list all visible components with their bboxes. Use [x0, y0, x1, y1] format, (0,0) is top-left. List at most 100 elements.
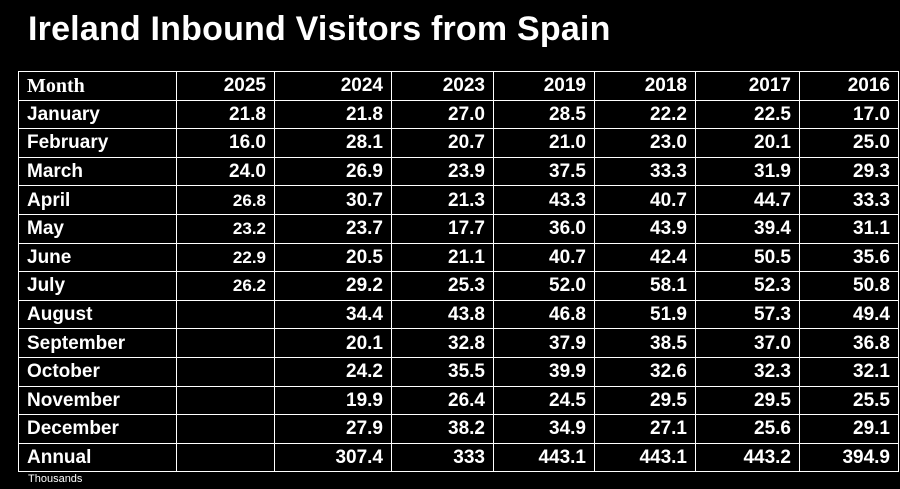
- table-cell: 58.1: [594, 271, 696, 301]
- row-label: September: [18, 328, 177, 358]
- row-label: November: [18, 385, 177, 416]
- table-cell: 394.9: [799, 442, 899, 473]
- table-cell: 333: [391, 442, 494, 473]
- table-cell: 35.5: [391, 356, 494, 387]
- table-cell: 16.0: [176, 128, 275, 158]
- table-cell: 27.9: [274, 414, 392, 444]
- table-cell: 37.5: [493, 156, 595, 187]
- table-cell: 443.1: [594, 442, 696, 473]
- table-row: March 24.0 26.9 23.9 37.5 33.3 31.9 29.3: [18, 156, 899, 187]
- table-cell: 32.6: [594, 356, 696, 387]
- row-label: July: [18, 271, 177, 301]
- table-cell: 23.7: [274, 213, 392, 244]
- table-cell: 34.4: [274, 299, 392, 330]
- column-header-year: 2024: [274, 71, 392, 101]
- column-header-year: 2016: [799, 71, 899, 101]
- table-cell: 33.3: [799, 185, 899, 215]
- table-cell: 37.0: [695, 328, 800, 358]
- table-cell: 44.7: [695, 185, 800, 215]
- table-cell: 29.2: [274, 271, 392, 301]
- table-cell: 26.8: [176, 185, 275, 215]
- table-cell: 29.5: [695, 385, 800, 416]
- table-cell: 21.3: [391, 185, 494, 215]
- table-cell: 28.1: [274, 128, 392, 158]
- table-cell: 38.5: [594, 328, 696, 358]
- table-cell: 22.9: [176, 242, 275, 273]
- table-row: January 21.8 21.8 27.0 28.5 22.2 22.5 17.0: [18, 99, 899, 130]
- table-cell: [176, 328, 275, 358]
- table-cell: 43.8: [391, 299, 494, 330]
- column-header-year: 2017: [695, 71, 800, 101]
- table-cell: 38.2: [391, 414, 494, 444]
- table-cell: 29.1: [799, 414, 899, 444]
- column-header-year: 2019: [493, 71, 595, 101]
- table-cell: 29.5: [594, 385, 696, 416]
- table-cell: 21.1: [391, 242, 494, 273]
- table-cell: 25.5: [799, 385, 899, 416]
- table-cell: 46.8: [493, 299, 595, 330]
- table-cell: 25.0: [799, 128, 899, 158]
- table-cell: 25.3: [391, 271, 494, 301]
- row-label: October: [18, 356, 177, 387]
- column-header-month: Month: [18, 71, 177, 101]
- table-row: November 19.9 26.4 24.5 29.5 29.5 25.5: [18, 385, 899, 416]
- table-row: February 16.0 28.1 20.7 21.0 23.0 20.1 25.0: [18, 128, 899, 158]
- table-row: October 24.2 35.5 39.9 32.6 32.3 32.1: [18, 356, 899, 387]
- table-row: July 26.2 29.2 25.3 52.0 58.1 52.3 50.8: [18, 271, 899, 301]
- row-label: June: [18, 242, 177, 273]
- table-cell: 19.9: [274, 385, 392, 416]
- table-cell: [176, 414, 275, 444]
- row-label: December: [18, 414, 177, 444]
- row-label: January: [18, 99, 177, 130]
- table-row: Annual 307.4 333 443.1 443.1 443.2 394.9: [18, 442, 899, 473]
- table-cell: 443.2: [695, 442, 800, 473]
- table-cell: 32.1: [799, 356, 899, 387]
- table-cell: 20.7: [391, 128, 494, 158]
- column-header-year: 2018: [594, 71, 696, 101]
- table-cell: 29.3: [799, 156, 899, 187]
- table-cell: 36.8: [799, 328, 899, 358]
- table-cell: 37.9: [493, 328, 595, 358]
- table-cell: 21.8: [176, 99, 275, 130]
- row-label: April: [18, 185, 177, 215]
- table-cell: 40.7: [594, 185, 696, 215]
- table-cell: 24.2: [274, 356, 392, 387]
- table-cell: 43.3: [493, 185, 595, 215]
- table-cell: 32.3: [695, 356, 800, 387]
- table-body: January 21.8 21.8 27.0 28.5 22.2 22.5 17.0 Febru…: [18, 99, 899, 473]
- table-cell: [176, 442, 275, 473]
- unit-note: Thousands: [28, 473, 83, 485]
- table-cell: 25.6: [695, 414, 800, 444]
- table-cell: 17.7: [391, 213, 494, 244]
- table-cell: 50.8: [799, 271, 899, 301]
- table-cell: [176, 356, 275, 387]
- table-cell: [176, 299, 275, 330]
- table-cell: 21.8: [274, 99, 392, 130]
- table-cell: 20.5: [274, 242, 392, 273]
- table-cell: 43.9: [594, 213, 696, 244]
- table-cell: 21.0: [493, 128, 595, 158]
- table-cell: 27.0: [391, 99, 494, 130]
- table-cell: 39.4: [695, 213, 800, 244]
- table-cell: 31.1: [799, 213, 899, 244]
- table-row: April 26.8 30.7 21.3 43.3 40.7 44.7 33.3: [18, 185, 899, 215]
- table-cell: 33.3: [594, 156, 696, 187]
- table-cell: 34.9: [493, 414, 595, 444]
- table-cell: 57.3: [695, 299, 800, 330]
- table-cell: 30.7: [274, 185, 392, 215]
- page-title: Ireland Inbound Visitors from Spain: [28, 10, 611, 48]
- column-header-year: 2025: [176, 71, 275, 101]
- table-cell: 42.4: [594, 242, 696, 273]
- table-cell: 32.8: [391, 328, 494, 358]
- table-cell: 24.5: [493, 385, 595, 416]
- table-cell: 443.1: [493, 442, 595, 473]
- table-cell: 26.9: [274, 156, 392, 187]
- table-cell: 39.9: [493, 356, 595, 387]
- table-cell: 27.1: [594, 414, 696, 444]
- table-cell: 22.2: [594, 99, 696, 130]
- table-cell: 51.9: [594, 299, 696, 330]
- table-row: August 34.4 43.8 46.8 51.9 57.3 49.4: [18, 299, 899, 330]
- table-row: December 27.9 38.2 34.9 27.1 25.6 29.1: [18, 414, 899, 444]
- table-cell: 23.2: [176, 213, 275, 244]
- table-cell: 24.0: [176, 156, 275, 187]
